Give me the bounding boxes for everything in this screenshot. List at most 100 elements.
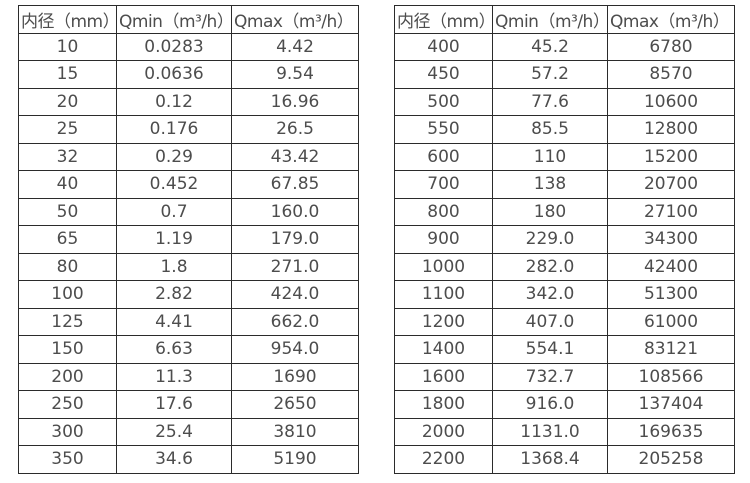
cell-inner-diameter: 400 — [394, 32, 493, 61]
cell-qmin: 916.0 — [492, 390, 608, 419]
cell-qmax: 27100 — [607, 197, 735, 226]
cell-qmin: 11.3 — [116, 362, 232, 391]
cell-qmax: 20700 — [607, 170, 735, 199]
table-row: 200 11.3 1690 — [18, 362, 359, 391]
table-row: 40 0.452 67.85 — [18, 170, 359, 199]
header-row: 内径（mm） Qmin（m³/h） Qmax（m³/h） — [394, 5, 735, 34]
table-row: 450 57.2 8570 — [394, 60, 735, 89]
cell-qmax: 15200 — [607, 142, 735, 171]
cell-qmin: 77.6 — [492, 87, 608, 116]
cell-qmin: 0.12 — [116, 87, 232, 116]
table-row: 150 6.63 954.0 — [18, 335, 359, 364]
cell-inner-diameter: 65 — [18, 225, 117, 254]
cell-qmin: 407.0 — [492, 307, 608, 336]
table-row: 65 1.19 179.0 — [18, 225, 359, 254]
cell-inner-diameter: 15 — [18, 60, 117, 89]
cell-qmin: 1.19 — [116, 225, 232, 254]
cell-qmin: 85.5 — [492, 115, 608, 144]
cell-inner-diameter: 800 — [394, 197, 493, 226]
cell-inner-diameter: 1100 — [394, 280, 493, 309]
cell-inner-diameter: 350 — [18, 445, 117, 474]
cell-inner-diameter: 300 — [18, 417, 117, 446]
cell-inner-diameter: 200 — [18, 362, 117, 391]
cell-qmax: 169635 — [607, 417, 735, 446]
column-header-qmin: Qmin（m³/h） — [492, 5, 608, 34]
cell-qmin: 1131.0 — [492, 417, 608, 446]
cell-inner-diameter: 2000 — [394, 417, 493, 446]
column-header-qmin: Qmin（m³/h） — [116, 5, 232, 34]
flow-rate-table-large-diameter: 内径（mm） Qmin（m³/h） Qmax（m³/h） 400 45.2 6780 45… — [394, 5, 735, 474]
table-row: 50 0.7 160.0 — [18, 197, 359, 226]
cell-qmax: 26.5 — [231, 115, 359, 144]
table-row: 1100 342.0 51300 — [394, 280, 735, 309]
column-header-qmax: Qmax（m³/h） — [231, 5, 359, 34]
table-row: 1800 916.0 137404 — [394, 390, 735, 419]
cell-inner-diameter: 40 — [18, 170, 117, 199]
table-row: 900 229.0 34300 — [394, 225, 735, 254]
cell-inner-diameter: 700 — [394, 170, 493, 199]
column-header-inner-diameter: 内径（mm） — [394, 5, 493, 34]
cell-qmax: 67.85 — [231, 170, 359, 199]
cell-qmin: 4.41 — [116, 307, 232, 336]
cell-inner-diameter: 1200 — [394, 307, 493, 336]
cell-qmin: 554.1 — [492, 335, 608, 364]
flow-rate-tables-container: 内径（mm） Qmin（m³/h） Qmax（m³/h） 10 0.0283 4.42 1… — [18, 5, 735, 474]
table-row: 10 0.0283 4.42 — [18, 32, 359, 61]
cell-qmin: 0.7 — [116, 197, 232, 226]
cell-qmin: 732.7 — [492, 362, 608, 391]
cell-inner-diameter: 32 — [18, 142, 117, 171]
cell-qmin: 229.0 — [492, 225, 608, 254]
cell-qmin: 2.82 — [116, 280, 232, 309]
table-row: 550 85.5 12800 — [394, 115, 735, 144]
cell-qmax: 34300 — [607, 225, 735, 254]
table-row: 1600 732.7 108566 — [394, 362, 735, 391]
cell-inner-diameter: 600 — [394, 142, 493, 171]
table-body: 10 0.0283 4.42 15 0.0636 9.54 20 0.12 16.96 25 0.1… — [18, 32, 359, 474]
column-header-qmax: Qmax（m³/h） — [607, 5, 735, 34]
cell-inner-diameter: 80 — [18, 252, 117, 281]
cell-qmin: 1368.4 — [492, 445, 608, 474]
cell-qmin: 6.63 — [116, 335, 232, 364]
cell-inner-diameter: 1000 — [394, 252, 493, 281]
cell-inner-diameter: 10 — [18, 32, 117, 61]
cell-inner-diameter: 20 — [18, 87, 117, 116]
cell-qmax: 954.0 — [231, 335, 359, 364]
table-row: 2200 1368.4 205258 — [394, 445, 735, 474]
cell-inner-diameter: 1400 — [394, 335, 493, 364]
table-row: 1400 554.1 83121 — [394, 335, 735, 364]
table-row: 1000 282.0 42400 — [394, 252, 735, 281]
table-row: 25 0.176 26.5 — [18, 115, 359, 144]
cell-qmin: 45.2 — [492, 32, 608, 61]
cell-qmax: 61000 — [607, 307, 735, 336]
cell-qmin: 0.0636 — [116, 60, 232, 89]
cell-qmin: 282.0 — [492, 252, 608, 281]
cell-qmax: 3810 — [231, 417, 359, 446]
cell-qmax: 108566 — [607, 362, 735, 391]
flow-rate-table-small-diameter: 内径（mm） Qmin（m³/h） Qmax（m³/h） 10 0.0283 4.42 1… — [18, 5, 359, 474]
table-row: 2000 1131.0 169635 — [394, 417, 735, 446]
cell-inner-diameter: 100 — [18, 280, 117, 309]
cell-inner-diameter: 250 — [18, 390, 117, 419]
cell-inner-diameter: 500 — [394, 87, 493, 116]
cell-inner-diameter: 1800 — [394, 390, 493, 419]
cell-inner-diameter: 50 — [18, 197, 117, 226]
cell-qmax: 160.0 — [231, 197, 359, 226]
cell-qmax: 8570 — [607, 60, 735, 89]
cell-qmax: 5190 — [231, 445, 359, 474]
cell-inner-diameter: 450 — [394, 60, 493, 89]
cell-qmin: 342.0 — [492, 280, 608, 309]
cell-qmax: 16.96 — [231, 87, 359, 116]
table-row: 600 110 15200 — [394, 142, 735, 171]
cell-qmax: 205258 — [607, 445, 735, 474]
cell-inner-diameter: 1600 — [394, 362, 493, 391]
cell-inner-diameter: 2200 — [394, 445, 493, 474]
table-row: 300 25.4 3810 — [18, 417, 359, 446]
cell-qmax: 662.0 — [231, 307, 359, 336]
cell-qmin: 138 — [492, 170, 608, 199]
cell-qmin: 0.29 — [116, 142, 232, 171]
cell-qmin: 180 — [492, 197, 608, 226]
cell-qmin: 0.452 — [116, 170, 232, 199]
table-body: 400 45.2 6780 450 57.2 8570 500 77.6 10600 550 85.… — [394, 32, 735, 474]
cell-qmax: 10600 — [607, 87, 735, 116]
column-header-inner-diameter: 内径（mm） — [18, 5, 117, 34]
